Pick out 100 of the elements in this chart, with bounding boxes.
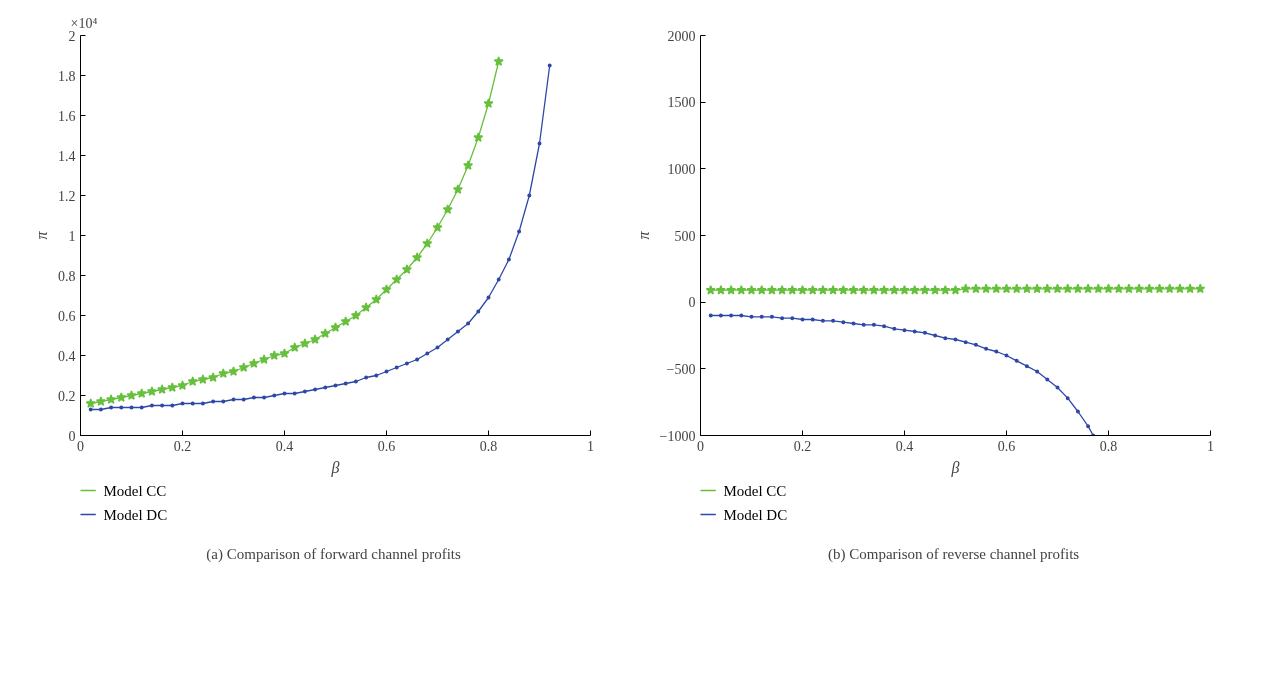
point — [394, 365, 399, 370]
point — [953, 337, 958, 342]
point — [705, 284, 716, 295]
point — [981, 283, 992, 294]
point — [170, 403, 175, 408]
point — [1001, 283, 1012, 294]
point — [909, 284, 920, 295]
point — [259, 354, 270, 364]
point — [106, 394, 117, 404]
point — [817, 284, 828, 295]
point — [739, 313, 744, 318]
point — [364, 375, 369, 380]
point — [790, 316, 795, 321]
point — [432, 222, 443, 232]
point — [718, 313, 723, 318]
y-tick-label: 0.6 — [58, 308, 76, 324]
x-tick-label: 0.8 — [1099, 438, 1118, 454]
point — [208, 372, 219, 382]
point — [787, 284, 798, 295]
point — [218, 368, 229, 378]
point — [310, 334, 321, 344]
point — [313, 387, 318, 392]
point — [340, 316, 351, 326]
point — [493, 56, 504, 66]
point — [384, 369, 389, 374]
point — [1065, 396, 1070, 401]
point — [401, 264, 412, 274]
point — [970, 283, 981, 294]
y-tick-label: 1.6 — [58, 108, 76, 124]
point — [547, 63, 552, 68]
point — [466, 321, 471, 326]
point — [473, 132, 484, 142]
point — [187, 376, 198, 386]
x-tick-label: 0.2 — [793, 438, 812, 454]
y-tick-label: 0 — [68, 428, 76, 444]
point — [330, 322, 341, 332]
point — [777, 284, 788, 295]
point — [425, 351, 430, 356]
point — [527, 193, 532, 198]
x-tick-label: 0.4 — [275, 438, 294, 454]
point — [180, 401, 185, 406]
y-tick-label: 500 — [674, 228, 696, 244]
y-tick-label: −500 — [666, 361, 696, 377]
point — [1103, 283, 1114, 294]
point — [146, 386, 157, 396]
point — [766, 284, 777, 295]
point — [933, 333, 938, 338]
point — [1075, 409, 1080, 414]
point — [95, 396, 106, 406]
x-tick-label: 0.4 — [895, 438, 914, 454]
point — [320, 328, 331, 338]
point — [374, 373, 379, 378]
x-axis-title: β — [950, 458, 960, 477]
point — [476, 309, 481, 314]
point — [1042, 283, 1053, 294]
point — [537, 141, 542, 146]
point — [292, 391, 297, 396]
legend-label: Model DC — [723, 506, 788, 523]
text: (b) Comparison of reverse channel profits — [828, 545, 1080, 563]
point — [136, 388, 147, 398]
point — [452, 184, 463, 194]
point — [838, 284, 849, 295]
point — [851, 321, 856, 326]
point — [238, 362, 249, 372]
point — [797, 284, 808, 295]
point — [1086, 424, 1091, 429]
point — [109, 405, 114, 410]
point — [412, 252, 423, 262]
text: ×10⁴ — [70, 15, 98, 31]
point — [221, 399, 226, 404]
point — [922, 330, 927, 335]
point — [919, 284, 930, 295]
point — [88, 407, 93, 412]
point — [200, 401, 205, 406]
point — [1014, 358, 1019, 363]
point — [892, 326, 897, 331]
point — [231, 397, 236, 402]
point — [1154, 283, 1165, 294]
point — [272, 393, 277, 398]
point — [1072, 283, 1083, 294]
point — [343, 381, 348, 386]
y-tick-label: 1500 — [667, 95, 696, 111]
point — [756, 284, 767, 295]
point — [749, 314, 754, 319]
point — [282, 391, 287, 396]
point — [902, 328, 907, 333]
point — [279, 348, 290, 358]
point — [353, 379, 358, 384]
y-tick-label: 1.4 — [58, 148, 76, 164]
point — [1021, 283, 1032, 294]
x-tick-label: 0.2 — [173, 438, 192, 454]
point — [98, 407, 103, 412]
y-axis-title: π — [33, 230, 50, 240]
point — [858, 284, 869, 295]
legend-label: Model CC — [103, 482, 167, 499]
point — [871, 322, 876, 327]
point — [262, 395, 267, 400]
point — [333, 383, 338, 388]
point — [350, 310, 361, 320]
point — [1083, 283, 1094, 294]
